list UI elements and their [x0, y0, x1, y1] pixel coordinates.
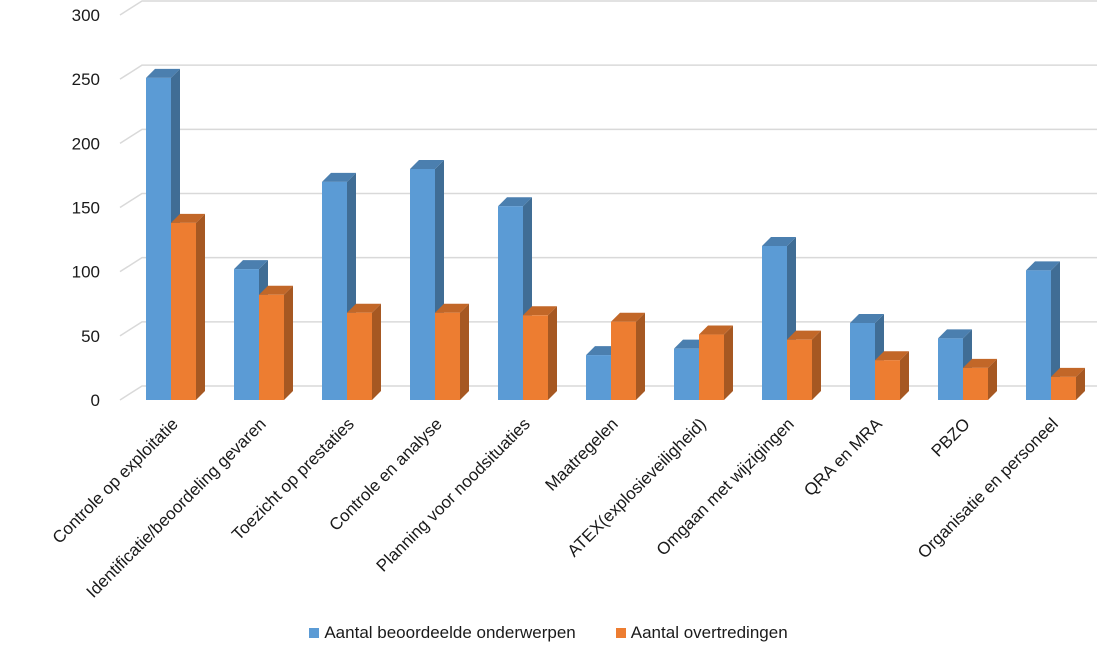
bar-front-face	[146, 77, 171, 400]
gridline	[119, 64, 1097, 80]
bar-top-face	[171, 213, 205, 223]
bar-top-face	[347, 303, 381, 313]
bar-front-face	[674, 348, 699, 400]
bar-side-face	[284, 285, 293, 400]
legend-item-series-1: Aantal beoordeelde onderwerpen	[309, 623, 576, 643]
bar-overtredingen	[435, 303, 469, 400]
bar-overtredingen	[611, 312, 645, 400]
bar-top-face	[322, 172, 356, 182]
bar-top-face	[787, 330, 821, 340]
bar-front-face	[963, 367, 988, 400]
bar-front-face	[850, 323, 875, 400]
bar-front-face	[762, 246, 787, 400]
bar-side-face	[900, 351, 909, 400]
bar-overtredingen	[1051, 367, 1085, 400]
y-tick-label: 200	[72, 134, 100, 153]
y-tick-label: 150	[72, 199, 100, 218]
gridline	[119, 192, 1097, 209]
legend-item-series-2: Aantal overtredingen	[615, 623, 788, 643]
y-tick-label: 300	[72, 6, 100, 25]
x-tick-label: Maatregelen	[542, 414, 622, 494]
bar-top-face	[762, 237, 796, 246]
bar-front-face	[435, 312, 460, 400]
bar-overtredingen	[699, 325, 733, 400]
bar-top-face	[523, 306, 557, 316]
bar-top-face	[1051, 367, 1085, 377]
legend-label-series-2: Aantal overtredingen	[630, 623, 788, 642]
bar-front-face	[787, 339, 812, 400]
bar-top-face	[410, 160, 444, 169]
gridline	[119, 0, 1097, 16]
bar-side-face	[1076, 367, 1085, 400]
bar-side-face	[636, 312, 645, 400]
gridline	[119, 128, 1097, 144]
bar-overtredingen	[171, 213, 205, 400]
bar-front-face	[699, 334, 724, 400]
y-tick-label: 0	[91, 391, 100, 410]
bar-overtredingen	[787, 330, 821, 400]
bar-front-face	[259, 294, 284, 400]
bar-side-face	[988, 358, 997, 400]
bar-overtredingen	[347, 303, 381, 400]
bar-top-face	[611, 312, 645, 322]
y-tick-label: 250	[72, 70, 100, 89]
bar-front-face	[498, 206, 523, 400]
bar-front-face	[938, 338, 963, 400]
bar-overtredingen	[523, 306, 557, 400]
bar-top-face	[146, 68, 180, 78]
legend-swatch-series-1	[309, 628, 320, 638]
bar-front-face	[523, 315, 548, 400]
bar-front-face	[322, 181, 347, 400]
bar-overtredingen	[963, 358, 997, 400]
bar-front-face	[586, 355, 611, 400]
bar-front-face	[410, 169, 435, 400]
bar-side-face	[812, 330, 821, 400]
y-tick-label: 100	[72, 263, 100, 282]
legend-label-series-1: Aantal beoordeelde onderwerpen	[324, 623, 576, 642]
bar-top-face	[435, 303, 469, 313]
bar-front-face	[234, 269, 259, 400]
x-tick-label: Identificatie/beoordeling gevaren	[83, 414, 270, 601]
bar-top-face	[875, 351, 909, 361]
bar-beoordeeld	[410, 160, 444, 400]
legend: Aantal beoordeelde onderwerpen Aantal ov…	[0, 622, 1097, 644]
bar-side-face	[724, 325, 733, 400]
bar-front-face	[1051, 376, 1076, 400]
bar-top-face	[1026, 261, 1060, 271]
x-tick-label: Planning voor noodsituaties	[373, 414, 534, 575]
y-tick-label: 50	[81, 327, 100, 346]
bar-front-face	[347, 312, 372, 400]
bar-side-face	[548, 306, 557, 400]
bar-overtredingen	[875, 351, 909, 400]
x-tick-label: Organisatie en personeel	[914, 414, 1062, 562]
legend-swatch-series-2	[615, 628, 626, 638]
bar-front-face	[875, 360, 900, 400]
bar-side-face	[372, 303, 381, 400]
bar-front-face	[611, 321, 636, 400]
bar-overtredingen	[259, 285, 293, 400]
bar-side-face	[1051, 261, 1060, 400]
bar-top-face	[938, 329, 972, 339]
bar-beoordeeld	[1026, 261, 1060, 400]
bar-side-face	[460, 303, 469, 400]
bar-top-face	[234, 260, 268, 270]
bar-front-face	[171, 222, 196, 400]
bar-front-face	[1026, 270, 1051, 400]
bar-top-face	[498, 197, 532, 207]
bar-top-face	[963, 358, 997, 368]
x-tick-label: QRA en MRA	[800, 414, 886, 500]
bar-side-face	[196, 213, 205, 400]
bar-top-face	[259, 285, 293, 295]
bar-top-face	[699, 325, 733, 335]
bar-top-face	[850, 314, 884, 323]
x-tick-label: PBZO	[928, 414, 974, 460]
